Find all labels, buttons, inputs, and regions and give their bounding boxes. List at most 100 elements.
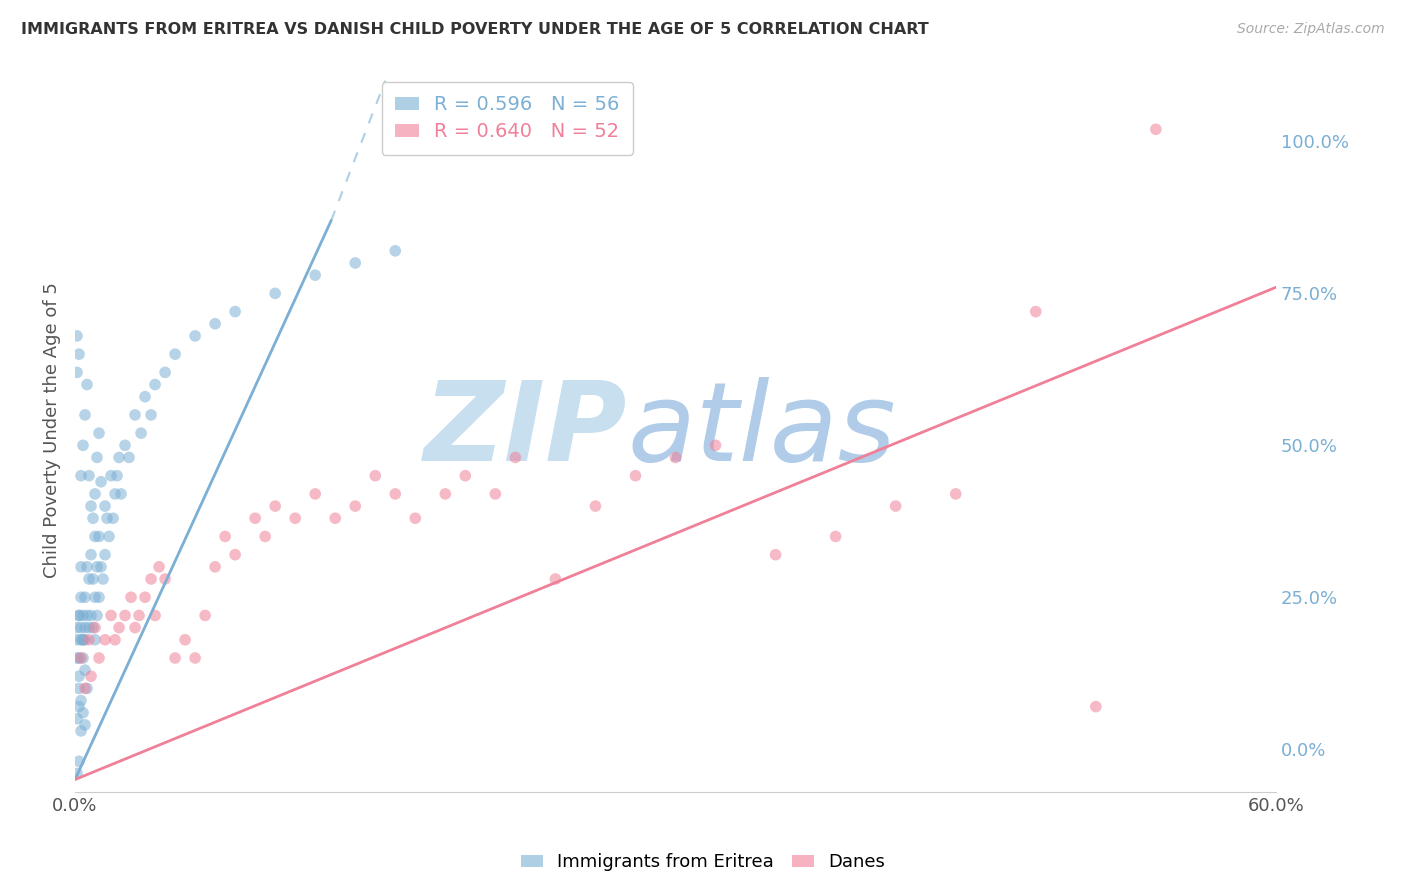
Point <box>108 450 131 465</box>
Point <box>1025 304 1047 318</box>
Point <box>76 377 98 392</box>
Point <box>66 766 89 780</box>
Point <box>67 608 90 623</box>
Point <box>114 438 136 452</box>
Point <box>204 317 226 331</box>
Point <box>70 651 93 665</box>
Text: ZIP: ZIP <box>425 376 627 483</box>
Point <box>84 487 107 501</box>
Point <box>364 468 387 483</box>
Point <box>484 487 506 501</box>
Point <box>124 408 146 422</box>
Point <box>583 499 606 513</box>
Point <box>67 608 90 623</box>
Point <box>91 572 114 586</box>
Point <box>505 450 527 465</box>
Point <box>214 529 236 543</box>
Point <box>72 632 94 647</box>
Point <box>80 499 103 513</box>
Point <box>73 632 96 647</box>
Point <box>67 669 90 683</box>
Point <box>87 529 110 543</box>
Point <box>72 438 94 452</box>
Point <box>70 559 93 574</box>
Point <box>84 529 107 543</box>
Point <box>80 548 103 562</box>
Point <box>165 651 187 665</box>
Point <box>143 377 166 392</box>
Point <box>884 499 907 513</box>
Point <box>174 632 197 647</box>
Point <box>70 591 93 605</box>
Text: IMMIGRANTS FROM ERITREA VS DANISH CHILD POVERTY UNDER THE AGE OF 5 CORRELATION C: IMMIGRANTS FROM ERITREA VS DANISH CHILD … <box>21 22 929 37</box>
Point <box>143 608 166 623</box>
Point <box>304 268 326 282</box>
Legend: R = 0.596   N = 56, R = 0.640   N = 52: R = 0.596 N = 56, R = 0.640 N = 52 <box>381 82 633 155</box>
Point <box>1084 699 1107 714</box>
Point <box>67 347 90 361</box>
Point <box>100 468 122 483</box>
Point <box>104 487 127 501</box>
Point <box>82 621 104 635</box>
Point <box>66 651 89 665</box>
Y-axis label: Child Poverty Under the Age of 5: Child Poverty Under the Age of 5 <box>44 282 60 578</box>
Point <box>139 572 162 586</box>
Point <box>194 608 217 623</box>
Point <box>118 450 141 465</box>
Point <box>323 511 346 525</box>
Point <box>148 559 170 574</box>
Point <box>77 572 100 586</box>
Point <box>243 511 266 525</box>
Point <box>82 572 104 586</box>
Point <box>434 487 457 501</box>
Point <box>67 651 90 665</box>
Point <box>73 408 96 422</box>
Point <box>224 304 246 318</box>
Point <box>664 450 686 465</box>
Point <box>110 487 132 501</box>
Point <box>72 706 94 720</box>
Point <box>67 754 90 768</box>
Point <box>153 572 176 586</box>
Point <box>224 548 246 562</box>
Legend: Immigrants from Eritrea, Danes: Immigrants from Eritrea, Danes <box>513 847 893 879</box>
Point <box>77 621 100 635</box>
Point <box>72 632 94 647</box>
Point <box>105 468 128 483</box>
Point <box>384 244 406 258</box>
Point <box>404 511 426 525</box>
Point <box>108 621 131 635</box>
Point <box>73 591 96 605</box>
Point <box>84 632 107 647</box>
Point <box>87 426 110 441</box>
Point <box>124 621 146 635</box>
Point <box>94 548 117 562</box>
Point <box>96 511 118 525</box>
Point <box>945 487 967 501</box>
Point <box>86 450 108 465</box>
Point <box>264 499 287 513</box>
Point <box>165 347 187 361</box>
Point <box>104 632 127 647</box>
Point <box>72 608 94 623</box>
Point <box>284 511 307 525</box>
Point <box>344 256 367 270</box>
Point <box>70 621 93 635</box>
Point <box>114 608 136 623</box>
Point <box>70 468 93 483</box>
Point <box>1144 122 1167 136</box>
Point <box>82 511 104 525</box>
Point <box>544 572 567 586</box>
Point <box>454 468 477 483</box>
Point <box>73 718 96 732</box>
Point <box>344 499 367 513</box>
Point <box>134 591 156 605</box>
Point <box>70 723 93 738</box>
Point <box>90 559 112 574</box>
Point <box>704 438 727 452</box>
Point <box>90 475 112 489</box>
Point <box>76 559 98 574</box>
Point <box>66 632 89 647</box>
Point <box>66 621 89 635</box>
Point <box>184 329 207 343</box>
